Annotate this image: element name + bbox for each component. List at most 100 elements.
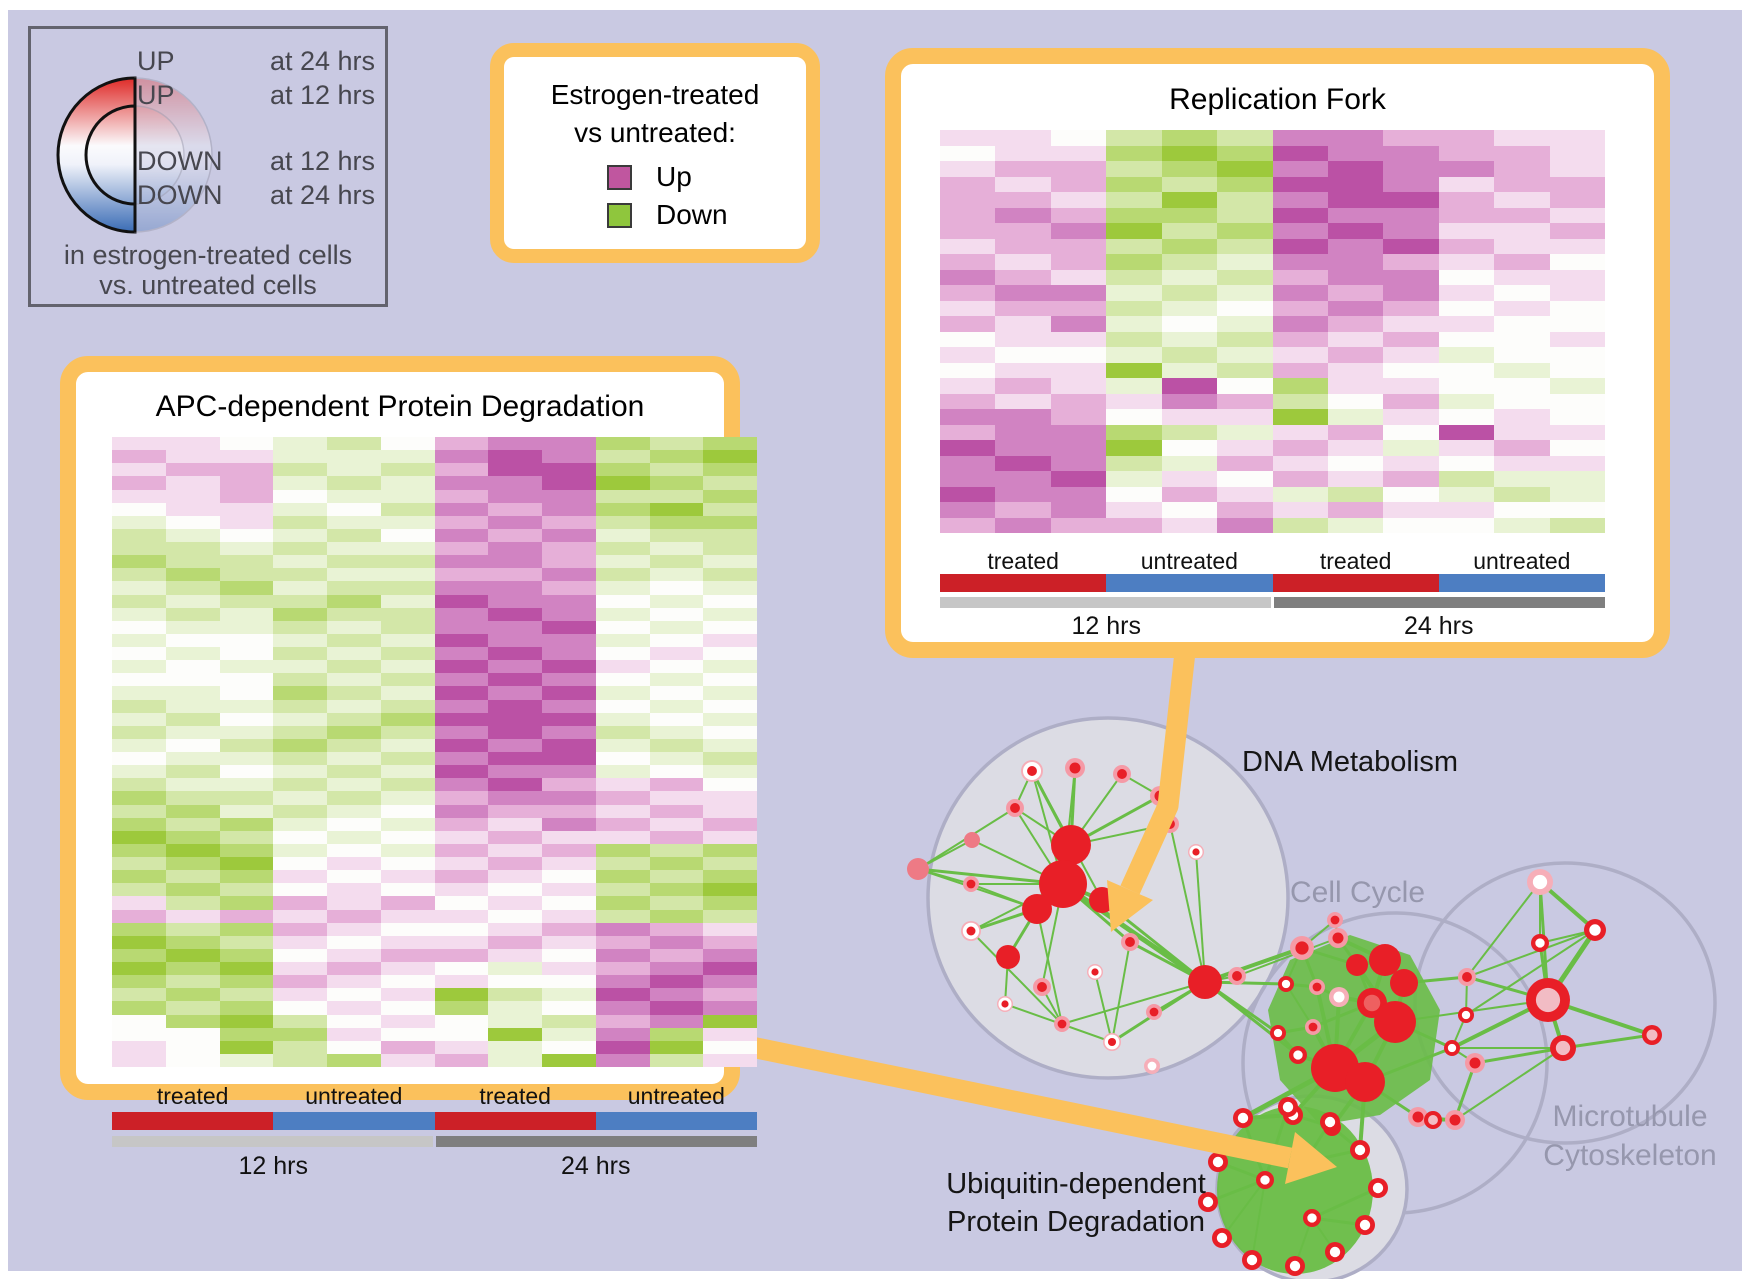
heatmap-cell xyxy=(273,686,327,700)
heatmap-cell xyxy=(649,975,704,989)
heatmap-cell xyxy=(1438,424,1495,440)
heatmap-cell xyxy=(1050,471,1107,487)
heatmap-cell xyxy=(1272,424,1328,440)
heatmap-cell xyxy=(488,1014,542,1028)
heatmap-cell xyxy=(219,1040,274,1054)
heatmap-cell xyxy=(434,988,489,1002)
heatmap-cell xyxy=(1549,316,1605,332)
gene-node xyxy=(1039,860,1087,908)
heatmap-cell xyxy=(1494,362,1550,378)
heatmap-cell xyxy=(1327,130,1384,146)
heatmap-cell xyxy=(595,555,650,569)
heatmap-cell xyxy=(327,463,381,477)
heatmap-cell xyxy=(1327,269,1384,285)
heatmap-cell xyxy=(488,450,542,464)
heatmap-cell xyxy=(380,935,435,949)
heatmap-cell xyxy=(1161,300,1218,316)
gene-node xyxy=(1232,971,1242,981)
heatmap-cell xyxy=(112,515,166,529)
heatmap-cell xyxy=(488,778,542,792)
gene-node xyxy=(1330,915,1340,925)
heatmap-cell xyxy=(649,515,704,529)
heatmap-cell xyxy=(649,791,704,805)
heatmap-cell xyxy=(380,673,435,687)
gene-node xyxy=(1273,1028,1283,1038)
updown-gradient-circles-icon xyxy=(56,76,213,234)
gene-node xyxy=(1324,1116,1336,1128)
heatmap-cell xyxy=(940,130,996,146)
heatmap-cell xyxy=(1494,192,1550,208)
heatmap-cell xyxy=(165,1040,220,1054)
heatmap-cell xyxy=(995,254,1051,270)
arrowhead-icon xyxy=(1107,880,1153,932)
heatmap-cell xyxy=(649,830,704,844)
heatmap-cell xyxy=(488,633,542,647)
heatmap-cell xyxy=(649,476,704,490)
group-label-untreated-12: untreated xyxy=(1140,548,1238,574)
heatmap-cell xyxy=(595,1001,650,1015)
heatmap-cell xyxy=(1050,424,1107,440)
heatmap-cell xyxy=(327,830,381,844)
heatmap-cell xyxy=(1272,347,1328,363)
heatmap-cell xyxy=(703,817,757,831)
heatmap-cell xyxy=(380,752,435,766)
heatmap-cell xyxy=(112,922,166,936)
updown-legend-title-line1: Estrogen-treated xyxy=(550,79,760,110)
heatmap-cell xyxy=(1050,300,1107,316)
panel-to-cluster-arrow xyxy=(734,1033,1293,1169)
heatmap-cell xyxy=(327,542,381,556)
heatmap-cell xyxy=(219,555,274,569)
heatmap-cell xyxy=(380,542,435,556)
replication-group-labels: treated untreated treated untreated xyxy=(940,548,1605,575)
heatmap-cell xyxy=(112,699,166,713)
heatmap-cell xyxy=(703,1053,757,1067)
heatmap-cell xyxy=(1438,440,1495,456)
heatmap-cell xyxy=(1494,424,1550,440)
heatmap-cell xyxy=(1272,207,1328,223)
heatmap-cell xyxy=(995,285,1051,301)
heatmap-cell xyxy=(595,935,650,949)
heatmap-cell xyxy=(703,962,757,976)
heatmap-cell xyxy=(649,1053,704,1067)
heatmap-cell xyxy=(112,1014,166,1028)
heatmap-cell xyxy=(1161,347,1218,363)
heatmap-cell xyxy=(1106,207,1162,223)
heatmap-cell xyxy=(649,883,704,897)
heatmap-cell xyxy=(1494,145,1550,161)
heatmap-cell xyxy=(112,476,166,490)
heatmap-cell xyxy=(1549,238,1605,254)
heatmap-cell xyxy=(112,857,166,871)
heatmap-cell xyxy=(1217,176,1273,192)
heatmap-cell xyxy=(542,948,596,962)
heatmap-cell xyxy=(1217,517,1273,533)
heatmap-cell xyxy=(1217,362,1273,378)
heatmap-cell xyxy=(1327,517,1384,533)
heatmap-cell xyxy=(488,883,542,897)
treated-bar xyxy=(112,1112,274,1130)
heatmap-cell xyxy=(327,607,381,621)
heatmap-cell xyxy=(165,515,220,529)
heatmap-cell xyxy=(1438,207,1495,223)
heatmap-cell xyxy=(219,647,274,661)
heatmap-cell xyxy=(995,440,1051,456)
heatmap-cell xyxy=(219,909,274,923)
heatmap-cell xyxy=(1272,238,1328,254)
gene-node xyxy=(1345,1062,1385,1102)
heatmap-cell xyxy=(995,130,1051,146)
heatmap-cell xyxy=(1327,502,1384,518)
heatmap-cell xyxy=(112,975,166,989)
heatmap-cell xyxy=(995,502,1051,518)
heatmap-cell xyxy=(1383,145,1439,161)
heatmap-cell xyxy=(1438,238,1495,254)
heatmap-cell xyxy=(1494,502,1550,518)
heatmap-cell xyxy=(1106,145,1162,161)
heatmap-cell xyxy=(327,883,381,897)
heatmap-cell xyxy=(112,712,166,726)
gene-node xyxy=(1354,1144,1366,1156)
up-color-swatch xyxy=(607,165,632,190)
heatmap-cell xyxy=(273,1027,327,1041)
group-label-untreated-24: untreated xyxy=(1473,548,1571,574)
heatmap-cell xyxy=(595,1027,650,1041)
heatmap-cell xyxy=(434,1040,489,1054)
heatmap-cell xyxy=(434,896,489,910)
